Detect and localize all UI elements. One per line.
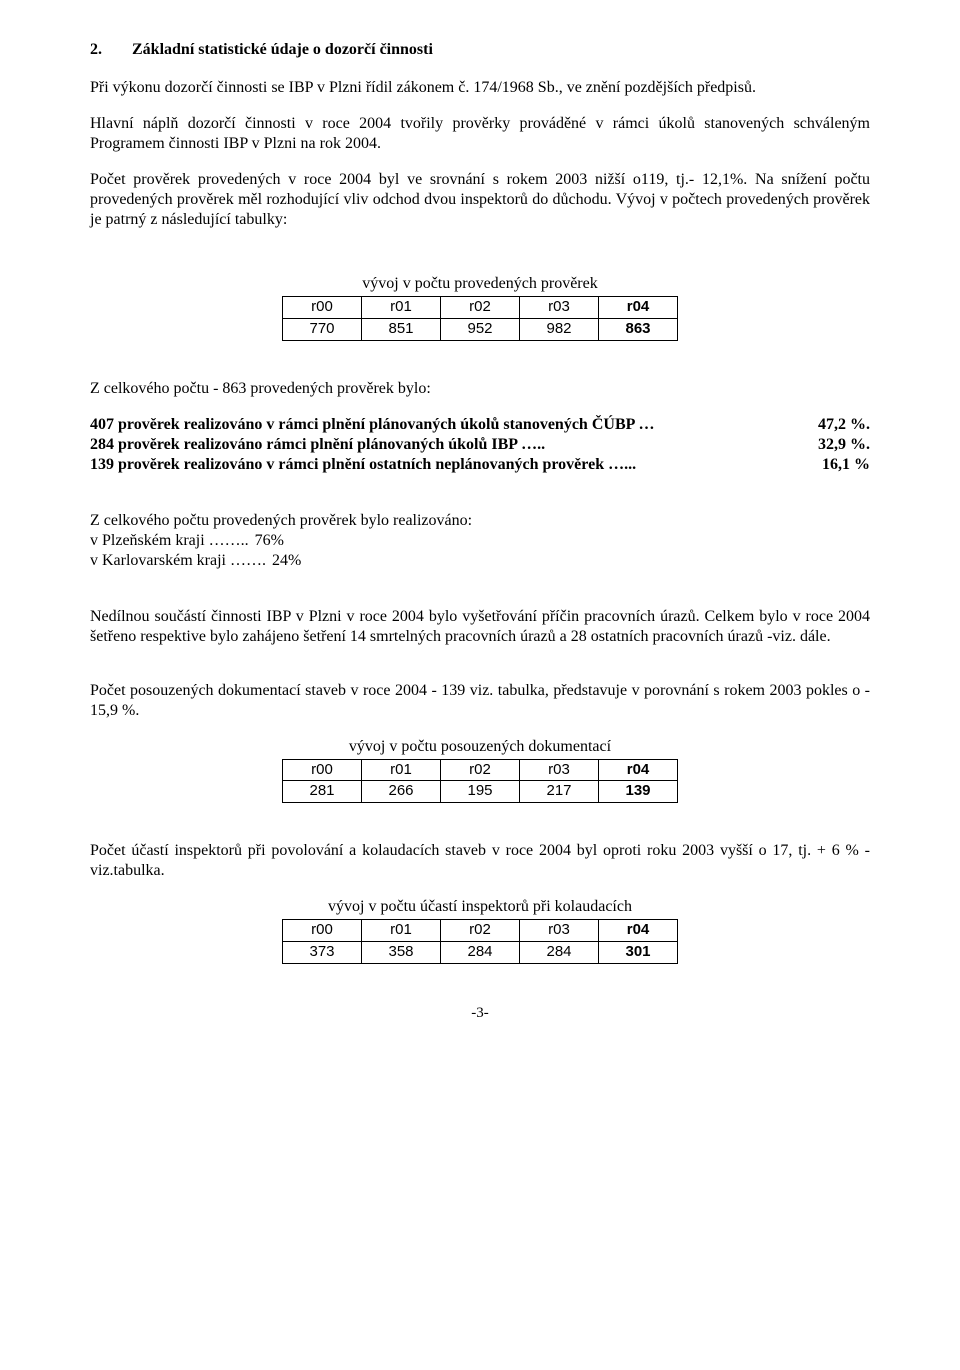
section-heading: 2. Základní statistické údaje o dozorčí … bbox=[90, 40, 870, 60]
paragraph-6: Počet účastí inspektorů při povolování a… bbox=[90, 841, 870, 881]
region-label: v Plzeňském kraji …….. bbox=[90, 531, 249, 551]
stat-line-1: 407 prověrek realizováno v rámci plnění … bbox=[90, 415, 870, 435]
table-header-cell: r04 bbox=[599, 297, 678, 319]
table-row: r00 r01 r02 r03 r04 bbox=[283, 297, 678, 319]
table-header-cell: r01 bbox=[362, 920, 441, 942]
table-cell: 281 bbox=[283, 781, 362, 803]
table-row: 770 851 952 982 863 bbox=[283, 318, 678, 340]
table-cell: 358 bbox=[362, 941, 441, 963]
stat-lines-block: 407 prověrek realizováno v rámci plnění … bbox=[90, 415, 870, 475]
table-row: 281 266 195 217 139 bbox=[283, 781, 678, 803]
region-value: 76% bbox=[249, 531, 284, 551]
table-cell: 952 bbox=[441, 318, 520, 340]
table-cell: 770 bbox=[283, 318, 362, 340]
page: 2. Základní statistické údaje o dozorčí … bbox=[0, 0, 960, 1052]
stat-right: 47,2 %. bbox=[810, 415, 870, 435]
region-label: v Karlovarském kraji ……. bbox=[90, 551, 266, 571]
table-cell: 266 bbox=[362, 781, 441, 803]
stat-right: 32,9 %. bbox=[810, 435, 870, 455]
table-header-cell: r03 bbox=[520, 920, 599, 942]
table-dokumentace: r00 r01 r02 r03 r04 281 266 195 217 139 bbox=[282, 759, 678, 804]
table3-caption: vývoj v počtu účastí inspektorů při kola… bbox=[90, 897, 870, 917]
table-header-cell: r03 bbox=[520, 297, 599, 319]
table-header-cell: r00 bbox=[283, 297, 362, 319]
table-header-cell: r02 bbox=[441, 920, 520, 942]
table-header-cell: r01 bbox=[362, 297, 441, 319]
table-proverky: r00 r01 r02 r03 r04 770 851 952 982 863 bbox=[282, 296, 678, 341]
table-cell: 373 bbox=[283, 941, 362, 963]
table-row: r00 r01 r02 r03 r04 bbox=[283, 920, 678, 942]
table-header-cell: r02 bbox=[441, 759, 520, 781]
heading-number: 2. bbox=[90, 40, 128, 60]
table-header-cell: r03 bbox=[520, 759, 599, 781]
table-cell: 301 bbox=[599, 941, 678, 963]
table-header-cell: r04 bbox=[599, 920, 678, 942]
table-cell: 863 bbox=[599, 318, 678, 340]
table-cell: 851 bbox=[362, 318, 441, 340]
stat-line-2: 284 prověrek realizováno rámci plnění pl… bbox=[90, 435, 870, 455]
stat-line-3: 139 prověrek realizováno v rámci plnění … bbox=[90, 455, 870, 475]
paragraph-1: Při výkonu dozorčí činnosti se IBP v Plz… bbox=[90, 78, 870, 98]
stat-left: 407 prověrek realizováno v rámci plnění … bbox=[90, 415, 810, 435]
table-cell: 217 bbox=[520, 781, 599, 803]
paragraph-4: Nedílnou součástí činnosti IBP v Plzni v… bbox=[90, 607, 870, 647]
region-line-2: v Karlovarském kraji ……. 24% bbox=[90, 551, 870, 571]
table-header-cell: r02 bbox=[441, 297, 520, 319]
region-lines: v Plzeňském kraji …….. 76% v Karlovarské… bbox=[90, 531, 870, 571]
table-kolaudace: r00 r01 r02 r03 r04 373 358 284 284 301 bbox=[282, 919, 678, 964]
region-line-1: v Plzeňském kraji …….. 76% bbox=[90, 531, 870, 551]
table-row: 373 358 284 284 301 bbox=[283, 941, 678, 963]
stat-left: 139 prověrek realizováno v rámci plnění … bbox=[90, 455, 814, 475]
table-header-cell: r00 bbox=[283, 759, 362, 781]
table2-caption: vývoj v počtu posouzených dokumentací bbox=[90, 737, 870, 757]
stat-right: 16,1 % bbox=[814, 455, 870, 475]
table-cell: 982 bbox=[520, 318, 599, 340]
stat-left: 284 prověrek realizováno rámci plnění pl… bbox=[90, 435, 810, 455]
region-value: 24% bbox=[266, 551, 301, 571]
table-cell: 284 bbox=[520, 941, 599, 963]
table-row: r00 r01 r02 r03 r04 bbox=[283, 759, 678, 781]
table-cell: 284 bbox=[441, 941, 520, 963]
paragraph-2: Hlavní náplň dozorčí činnosti v roce 200… bbox=[90, 114, 870, 154]
total-line: Z celkového počtu - 863 provedených prov… bbox=[90, 379, 870, 399]
region-intro: Z celkového počtu provedených prověrek b… bbox=[90, 511, 870, 531]
table-header-cell: r00 bbox=[283, 920, 362, 942]
table-header-cell: r01 bbox=[362, 759, 441, 781]
table-cell: 195 bbox=[441, 781, 520, 803]
paragraph-3: Počet prověrek provedených v roce 2004 b… bbox=[90, 170, 870, 230]
heading-title: Základní statistické údaje o dozorčí čin… bbox=[132, 41, 433, 58]
table1-caption: vývoj v počtu provedených prověrek bbox=[90, 274, 870, 294]
paragraph-5: Počet posouzených dokumentací staveb v r… bbox=[90, 681, 870, 721]
table-cell: 139 bbox=[599, 781, 678, 803]
page-number: -3- bbox=[90, 1004, 870, 1023]
table-header-cell: r04 bbox=[599, 759, 678, 781]
